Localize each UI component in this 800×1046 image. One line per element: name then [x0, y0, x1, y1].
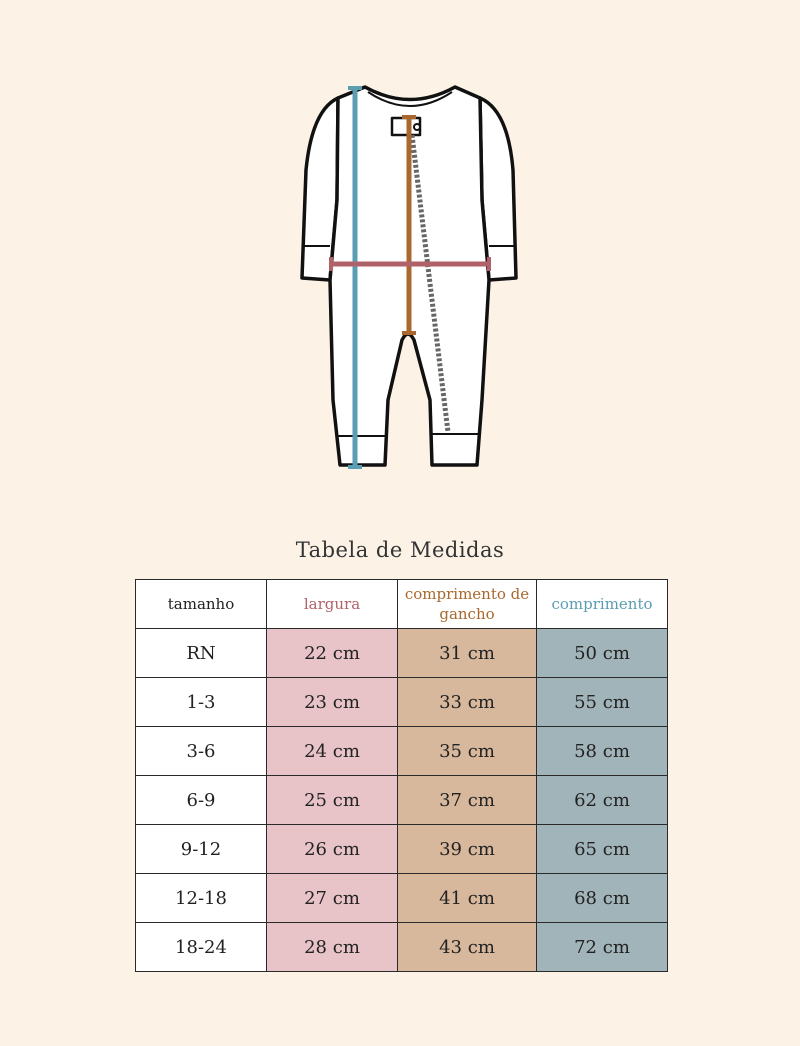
gancho-cell: 35 cm — [397, 726, 537, 776]
gancho-cell: 41 cm — [397, 873, 537, 923]
largura-cell: 26 cm — [266, 824, 398, 874]
table-row: 1-3 23 cm 33 cm 55 cm — [135, 677, 668, 727]
table-row: 3-6 24 cm 35 cm 58 cm — [135, 726, 668, 776]
largura-cell: 25 cm — [266, 775, 398, 825]
comprimento-cell: 58 cm — [536, 726, 668, 776]
size-cell: 18-24 — [135, 922, 267, 972]
right-sleeve — [478, 96, 518, 282]
size-cell: 3-6 — [135, 726, 267, 776]
largura-cell: 24 cm — [266, 726, 398, 776]
gancho-cell: 37 cm — [397, 775, 537, 825]
largura-cell: 28 cm — [266, 922, 398, 972]
header-largura: largura — [266, 579, 398, 629]
header-tamanho: tamanho — [135, 579, 267, 629]
table-row: 9-12 26 cm 39 cm 65 cm — [135, 824, 668, 874]
largura-cell: 23 cm — [266, 677, 398, 727]
size-cell: 6-9 — [135, 775, 267, 825]
table-header-row: tamanho largura comprimento de gancho co… — [135, 579, 668, 629]
left-sleeve — [300, 96, 340, 282]
largura-cell: 22 cm — [266, 628, 398, 678]
table-row: 6-9 25 cm 37 cm 62 cm — [135, 775, 668, 825]
page-title: Tabela de Medidas — [295, 538, 505, 562]
comprimento-cell: 50 cm — [536, 628, 668, 678]
comprimento-cell: 62 cm — [536, 775, 668, 825]
size-cell: 1-3 — [135, 677, 267, 727]
size-table: tamanho largura comprimento de gancho co… — [135, 579, 668, 972]
romper-icon — [300, 85, 518, 469]
table-row: 12-18 27 cm 41 cm 68 cm — [135, 873, 668, 923]
size-cell: 12-18 — [135, 873, 267, 923]
header-comprimento: comprimento — [536, 579, 668, 629]
size-cell: 9-12 — [135, 824, 267, 874]
table-row: 18-24 28 cm 43 cm 72 cm — [135, 922, 668, 972]
gancho-cell: 33 cm — [397, 677, 537, 727]
comprimento-cell: 72 cm — [536, 922, 668, 972]
gancho-cell: 31 cm — [397, 628, 537, 678]
size-cell: RN — [135, 628, 267, 678]
header-gancho: comprimento de gancho — [397, 579, 537, 629]
comprimento-cell: 65 cm — [536, 824, 668, 874]
table-row: RN 22 cm 31 cm 50 cm — [135, 628, 668, 678]
comprimento-cell: 68 cm — [536, 873, 668, 923]
comprimento-cell: 55 cm — [536, 677, 668, 727]
largura-cell: 27 cm — [266, 873, 398, 923]
gancho-cell: 39 cm — [397, 824, 537, 874]
gancho-cell: 43 cm — [397, 922, 537, 972]
